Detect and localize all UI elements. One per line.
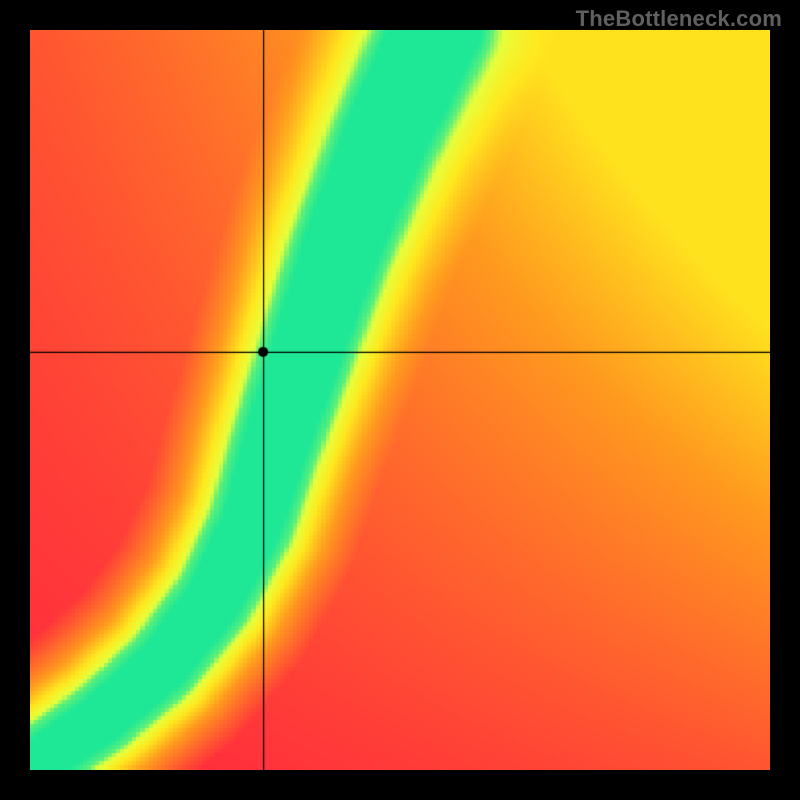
bottleneck-heatmap <box>30 30 770 770</box>
watermark-text: TheBottleneck.com <box>576 6 782 32</box>
